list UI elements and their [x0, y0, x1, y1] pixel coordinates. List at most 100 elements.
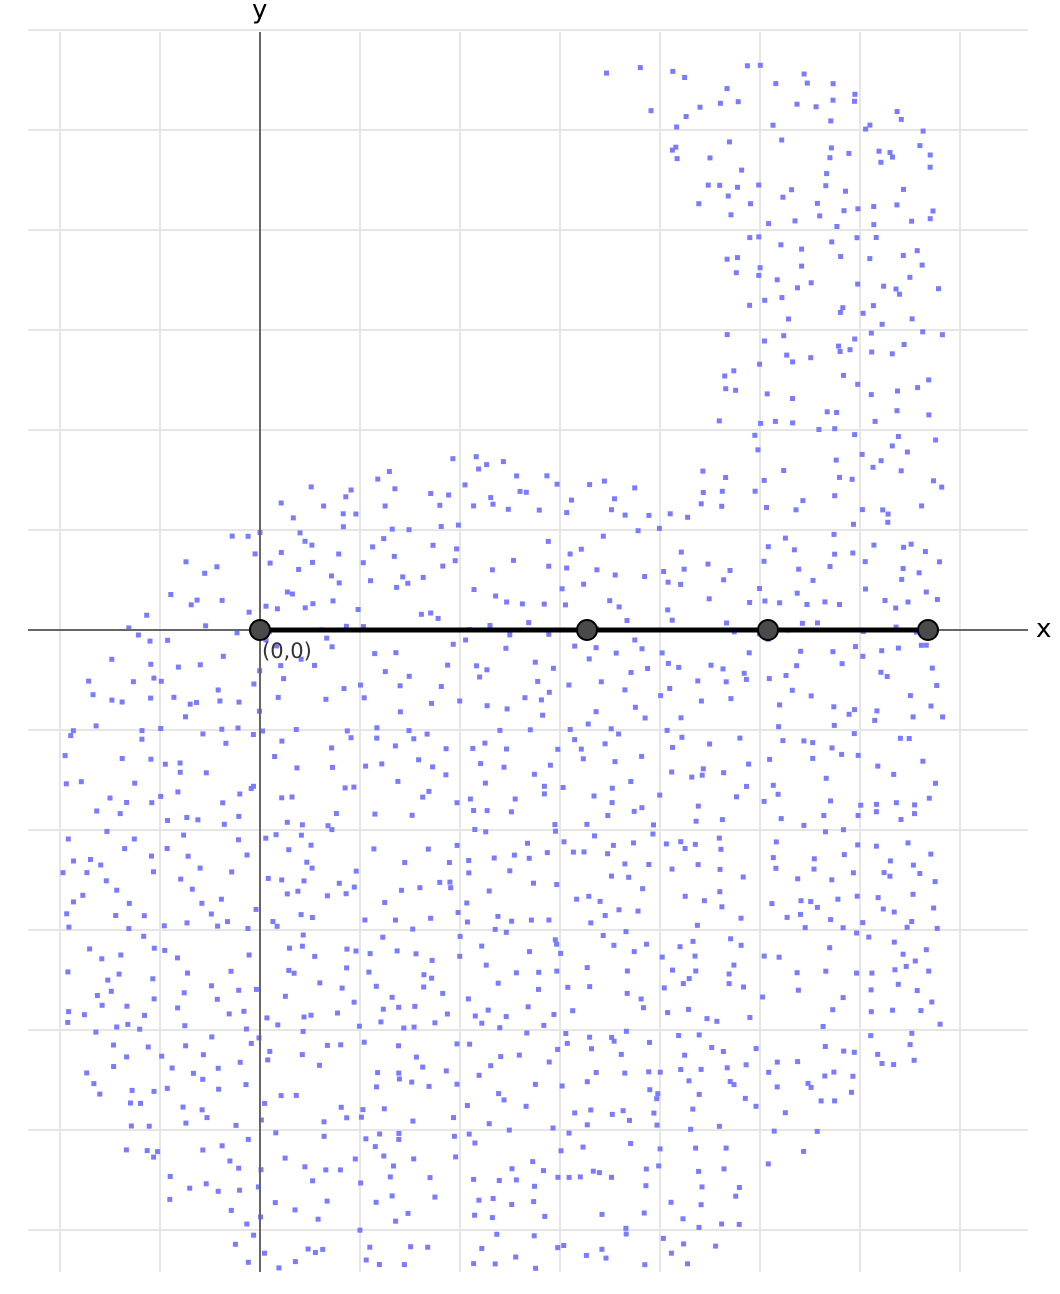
cloud-dot — [448, 885, 454, 891]
cloud-dot — [716, 418, 722, 424]
cloud-dot — [698, 1066, 704, 1072]
cloud-dot — [696, 201, 702, 207]
cloud-dot — [901, 342, 907, 347]
cloud-dot — [466, 870, 472, 876]
cloud-dot — [330, 764, 335, 770]
cloud-dot — [623, 929, 629, 935]
cloud-dot — [91, 1081, 97, 1087]
cloud-dot — [321, 1133, 327, 1139]
cloud-dot — [466, 858, 472, 863]
cloud-dot — [531, 1233, 537, 1239]
cloud-dot — [476, 466, 482, 472]
cloud-dot — [495, 980, 501, 986]
cloud-dot — [128, 1100, 133, 1106]
cloud-dot — [829, 239, 835, 245]
cloud-dot — [724, 86, 730, 92]
cloud-dot — [762, 338, 767, 344]
cloud-dot — [426, 788, 432, 794]
cloud-dot — [150, 976, 156, 982]
cloud-dot — [175, 789, 181, 795]
cloud-dot — [506, 1127, 512, 1133]
cloud-dot — [646, 1069, 652, 1075]
cloud-dot — [98, 862, 104, 868]
cloud-dot — [757, 265, 763, 271]
cloud-dot — [381, 1106, 387, 1112]
cloud-dot — [637, 65, 643, 71]
cloud-dot — [471, 808, 477, 813]
cloud-dot — [391, 553, 397, 559]
cloud-dot — [366, 969, 372, 975]
cloud-dot — [263, 603, 269, 609]
cloud-dot — [685, 1261, 690, 1267]
cloud-dot — [151, 1088, 157, 1094]
cloud-dot — [587, 984, 593, 990]
cloud-dot — [278, 1093, 284, 1099]
cloud-dot — [816, 427, 822, 432]
cloud-dot — [485, 1007, 491, 1013]
cloud-dot — [482, 780, 488, 786]
cloud-dot — [226, 1011, 232, 1017]
cloud-dot — [438, 524, 444, 529]
point[interactable] — [757, 619, 779, 641]
cloud-dot — [175, 664, 181, 670]
cloud-dot — [590, 1168, 596, 1174]
cloud-dot — [764, 391, 770, 397]
cloud-dot — [832, 551, 838, 557]
cloud-dot — [854, 235, 860, 241]
cloud-dot — [373, 983, 379, 989]
cloud-dot — [501, 1097, 507, 1103]
cloud-dot — [926, 412, 932, 418]
cloud-dot — [873, 809, 879, 815]
cloud-dot — [189, 886, 195, 892]
cloud-dot — [570, 849, 576, 855]
cloud-dot — [840, 995, 846, 1001]
cloud-dot — [635, 908, 641, 914]
cloud-dot — [770, 855, 776, 861]
cloud-dot — [640, 886, 646, 892]
cloud-dot — [343, 623, 349, 629]
cloud-dot — [757, 361, 763, 367]
cloud-dot — [639, 753, 645, 759]
cloud-dot — [184, 920, 190, 926]
cloud-dot — [184, 815, 190, 820]
cloud-dot — [849, 1089, 854, 1095]
cloud-dot — [908, 541, 914, 547]
cloud-dot — [678, 839, 684, 845]
cloud-dot — [255, 1184, 261, 1190]
cloud-dot — [828, 917, 834, 923]
cloud-dot — [937, 1021, 943, 1027]
cloud-dot — [643, 1183, 649, 1189]
cloud-dot — [891, 909, 897, 915]
point[interactable] — [917, 619, 939, 641]
cloud-dot — [878, 669, 884, 675]
cloud-dot — [855, 281, 861, 287]
cloud-dot — [874, 801, 879, 807]
cloud-dot — [406, 673, 412, 679]
cloud-dot — [647, 1087, 653, 1093]
cloud-dot — [228, 1207, 234, 1213]
cloud-dot — [273, 1130, 279, 1136]
cloud-dot — [850, 870, 856, 876]
cloud-dot — [126, 926, 132, 932]
cloud-dot — [241, 1008, 247, 1014]
cloud-dot — [561, 1243, 567, 1248]
cloud-dot — [872, 418, 878, 424]
cloud-dot — [581, 581, 587, 587]
cloud-dot — [731, 962, 737, 968]
cloud-dot — [344, 728, 350, 734]
cloud-dot — [165, 637, 171, 643]
cloud-dot — [151, 869, 156, 875]
point[interactable] — [249, 619, 271, 641]
point[interactable] — [576, 619, 598, 641]
cloud-dot — [252, 551, 258, 557]
cloud-dot — [263, 835, 269, 841]
cloud-dot — [440, 563, 446, 569]
cloud-dot — [802, 925, 808, 931]
cloud-dot — [682, 893, 688, 899]
cloud-dot — [778, 242, 784, 248]
cloud-dot — [409, 1079, 415, 1085]
cloud-dot — [900, 951, 906, 957]
cloud-dot — [898, 116, 904, 122]
cloud-dot — [219, 726, 225, 732]
cloud-dot — [855, 381, 861, 387]
